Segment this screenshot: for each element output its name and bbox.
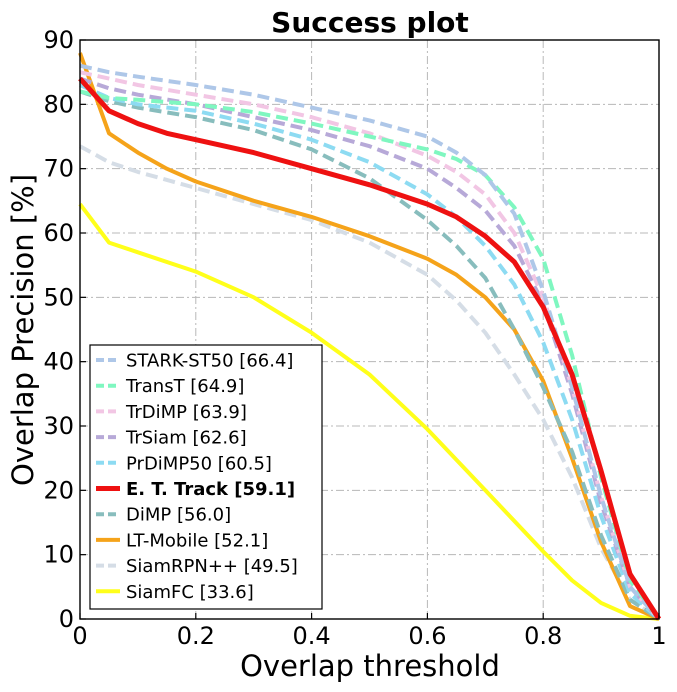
y-tick-label: 0 — [59, 605, 74, 633]
y-tick-label: 50 — [43, 283, 74, 311]
legend-label: TransT [64.9] — [125, 376, 244, 397]
series-line-6 — [79, 89, 661, 621]
y-tick-label: 90 — [43, 26, 74, 54]
y-tick-label: 60 — [43, 219, 74, 247]
y-tick-label: 30 — [43, 412, 74, 440]
series-line-1 — [79, 89, 661, 621]
legend-label: SiamFC [33.6] — [126, 582, 254, 603]
series-line-9 — [78, 202, 660, 621]
legend-label: TrSiam [62.6] — [125, 428, 247, 449]
x-axis-label: Overlap threshold — [240, 649, 500, 683]
legend-label: LT-Mobile [52.1] — [126, 530, 268, 551]
chart-legend: STARK-ST50 [66.4] TransT [64.9] TrDiMP [63… — [89, 344, 323, 610]
y-axis-label: Overlap Precision [%] — [6, 174, 40, 486]
y-tick-label: 20 — [43, 476, 74, 504]
plot-area-frame — [79, 39, 660, 620]
series-line-4 — [79, 83, 661, 621]
legend-label: STARK-ST50 [66.4] — [126, 351, 293, 372]
y-tick-label: 40 — [43, 348, 74, 376]
legend-box — [89, 344, 323, 610]
series-line-5 — [78, 76, 662, 621]
x-tick-label: 0.8 — [524, 622, 562, 650]
legend-label: DiMP [56.0] — [126, 505, 231, 526]
series-line-7 — [78, 52, 660, 621]
x-tick-label: 0.4 — [293, 622, 331, 650]
y-tick-label: 70 — [43, 155, 74, 183]
x-tick-label: 1 — [651, 622, 666, 650]
legend-label: SiamRPN++ [49.5] — [126, 556, 298, 577]
x-tick-label: 0.6 — [408, 622, 446, 650]
series-line-0 — [79, 63, 661, 621]
y-tick-label: 10 — [43, 541, 74, 569]
chart-title: Success plot — [271, 6, 469, 39]
legend-label: TrDiMP [63.9] — [125, 402, 247, 423]
legend-label: PrDiMP50 [60.5] — [126, 453, 272, 474]
series-lines — [78, 52, 662, 621]
legend-label: E. T. Track [59.1] — [126, 479, 295, 500]
y-tick-label: 80 — [43, 90, 74, 118]
series-line-8 — [79, 144, 661, 621]
x-tick-label: 0 — [72, 622, 87, 650]
x-tick-label: 0.2 — [177, 622, 215, 650]
